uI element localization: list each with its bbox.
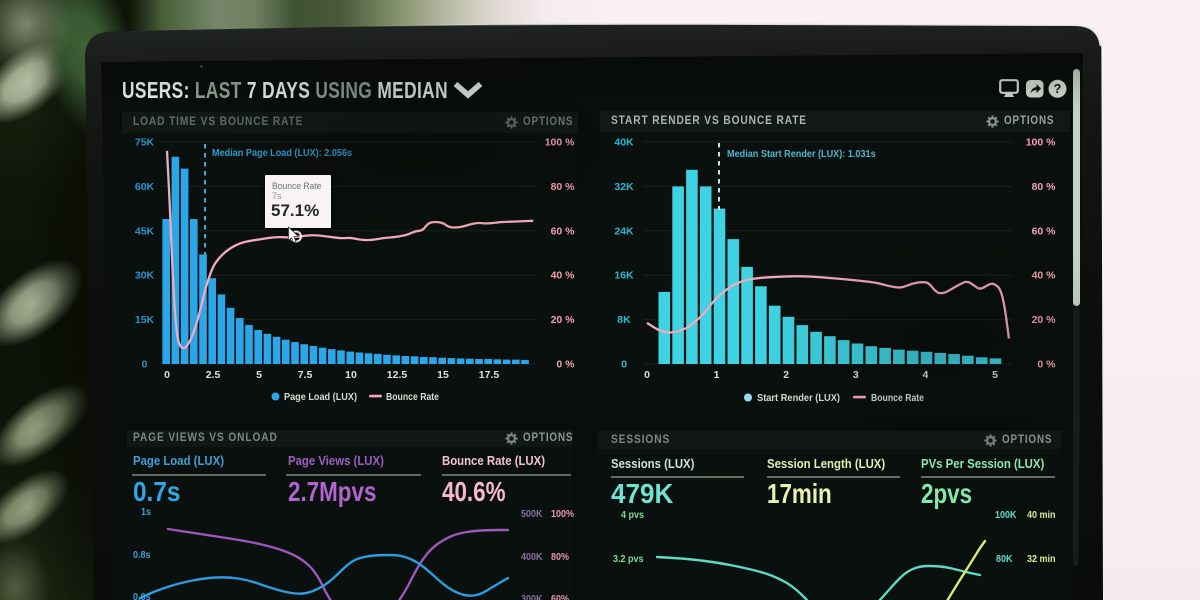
svg-text:75K: 75K <box>135 137 155 149</box>
svg-text:15K: 15K <box>135 314 155 326</box>
svg-text:?: ? <box>1054 82 1062 96</box>
svg-text:45K: 45K <box>135 225 155 237</box>
svg-text:3: 3 <box>853 369 859 381</box>
svg-text:4: 4 <box>922 369 928 381</box>
svg-text:30K: 30K <box>135 270 155 282</box>
svg-text:40 %: 40 % <box>1032 270 1057 282</box>
svg-text:0: 0 <box>164 369 170 381</box>
svg-text:5: 5 <box>256 369 262 381</box>
svg-text:12.5: 12.5 <box>387 369 408 381</box>
svg-text:Page Load (LUX): Page Load (LUX) <box>284 391 357 403</box>
svg-text:60 %: 60 % <box>551 225 576 237</box>
svg-text:7.5: 7.5 <box>298 369 313 381</box>
svg-text:20 %: 20 % <box>551 314 576 326</box>
svg-text:100 %: 100 % <box>1026 137 1056 149</box>
svg-text:5: 5 <box>992 369 998 381</box>
svg-text:0 %: 0 % <box>556 359 575 371</box>
svg-text:80 %: 80 % <box>1032 181 1057 193</box>
svg-text:32K: 32K <box>614 181 634 193</box>
svg-text:15: 15 <box>437 369 449 381</box>
svg-text:Start Render (LUX): Start Render (LUX) <box>757 392 840 404</box>
svg-text:1: 1 <box>714 369 720 381</box>
svg-text:60K: 60K <box>135 181 155 193</box>
svg-text:0: 0 <box>621 359 627 371</box>
svg-text:60 %: 60 % <box>1032 225 1057 237</box>
svg-text:40K: 40K <box>614 137 634 149</box>
svg-text:0 %: 0 % <box>1037 359 1056 371</box>
svg-text:2.5: 2.5 <box>206 369 221 381</box>
svg-text:10: 10 <box>345 369 357 381</box>
svg-text:17.5: 17.5 <box>479 369 500 381</box>
svg-text:8K: 8K <box>617 314 631 326</box>
svg-text:80 %: 80 % <box>551 181 576 193</box>
svg-text:16K: 16K <box>614 270 634 282</box>
svg-text:Bounce Rate: Bounce Rate <box>386 391 439 403</box>
svg-text:0: 0 <box>142 359 148 371</box>
svg-text:0: 0 <box>644 369 650 381</box>
svg-text:24K: 24K <box>614 225 634 237</box>
svg-text:20 %: 20 % <box>1032 314 1057 326</box>
svg-text:Bounce Rate: Bounce Rate <box>871 392 924 404</box>
svg-text:100 %: 100 % <box>545 137 575 149</box>
svg-text:40 %: 40 % <box>551 270 576 282</box>
svg-text:2: 2 <box>783 369 789 381</box>
